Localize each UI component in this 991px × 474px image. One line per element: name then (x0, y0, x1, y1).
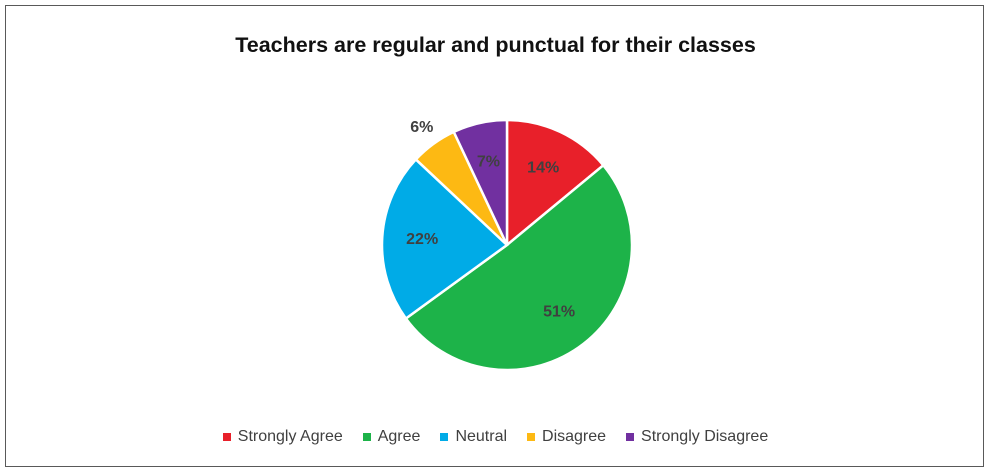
data-label-strongly-agree: 14% (527, 159, 559, 176)
legend-label: Strongly Disagree (641, 428, 769, 445)
legend-item-agree: Agree (362, 428, 421, 446)
legend-label: Neutral (455, 428, 508, 445)
pie-slice-agree (404, 163, 634, 372)
legend-item-strongly-disagree: Strongly Disagree (626, 428, 768, 446)
chart-legend: Strongly Agree Agree Neutral Disagree Strong… (0, 428, 991, 446)
legend-item-neutral: Neutral (440, 428, 507, 446)
data-label-disagree: 6% (410, 119, 433, 136)
data-label-agree: 51% (543, 303, 575, 320)
data-label-neutral: 22% (406, 231, 438, 248)
legend-item-disagree: Disagree (527, 428, 606, 446)
chart-title: Teachers are regular and punctual for th… (235, 33, 756, 57)
legend-label: Disagree (542, 428, 607, 445)
legend-label: Agree (377, 428, 421, 445)
legend-swatch (626, 433, 635, 441)
legend-item-strongly-agree: Strongly Agree (222, 428, 343, 446)
legend-swatch (527, 433, 536, 441)
pie-slice-strongly-disagree (452, 118, 509, 246)
data-label-strongly-disagree: 7% (477, 153, 500, 170)
legend-label: Strongly Agree (237, 428, 343, 445)
legend-swatch (222, 433, 231, 441)
legend-swatch (440, 433, 449, 441)
legend-swatch (362, 433, 371, 441)
pie-slice-neutral (380, 157, 509, 321)
pie-slice-strongly-agree (505, 118, 606, 248)
